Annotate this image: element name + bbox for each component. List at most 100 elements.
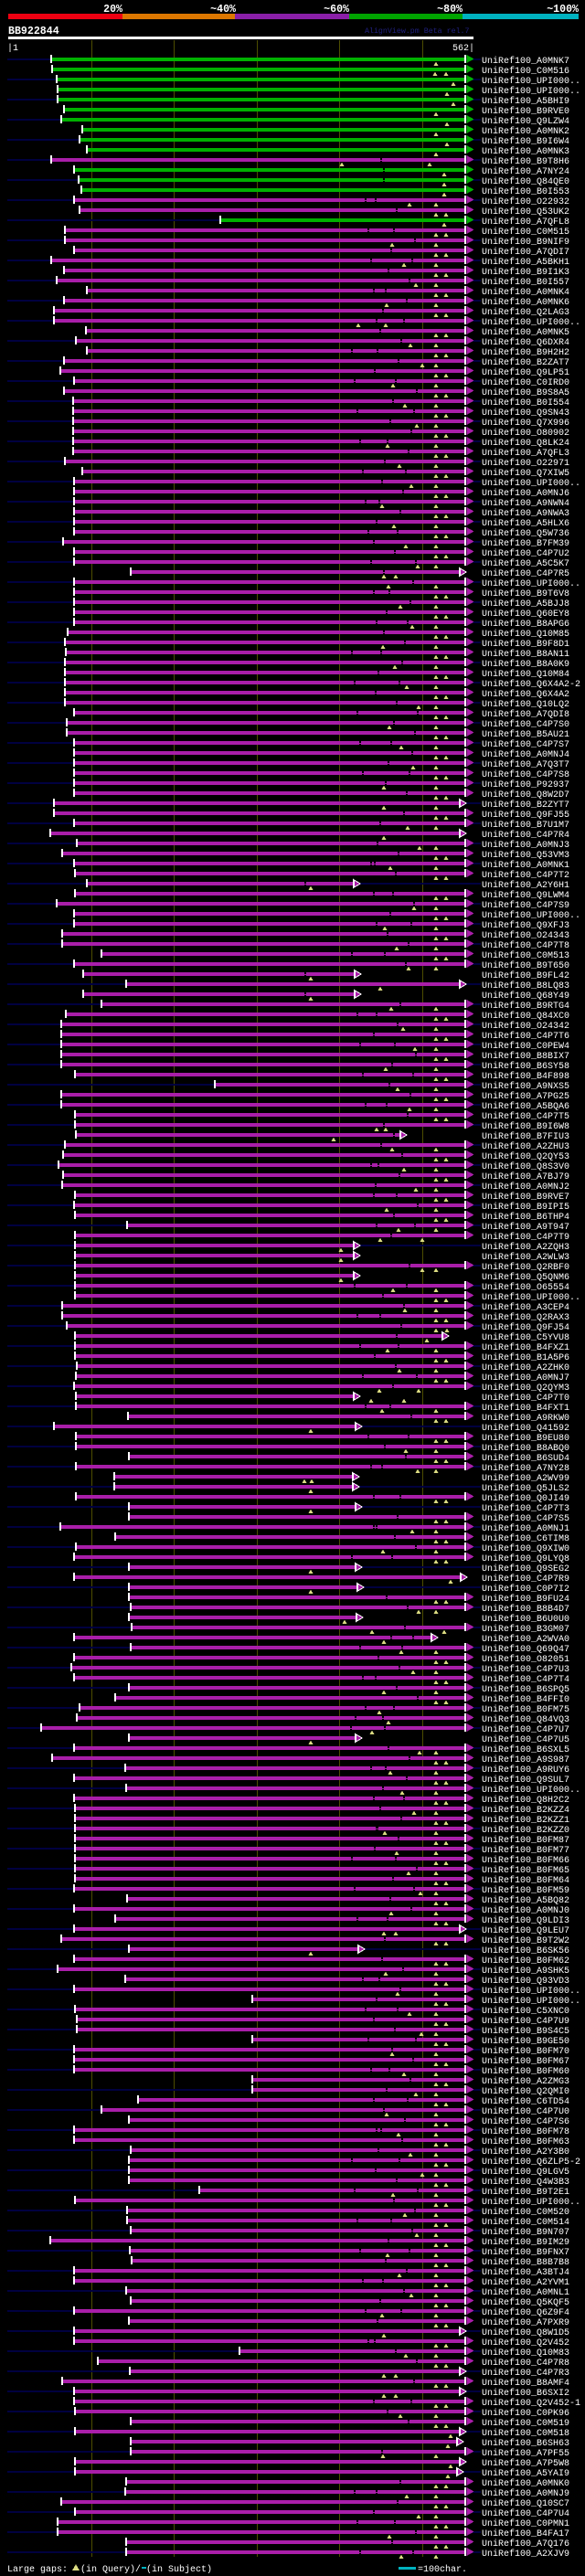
svg-text:UniRef100_B2KZZ1: UniRef100_B2KZZ1 <box>482 1815 569 1826</box>
svg-text:UniRef100_A9NWN4: UniRef100_A9NWN4 <box>482 498 569 509</box>
svg-text:UniRef100_B9IM29: UniRef100_B9IM29 <box>482 2237 569 2248</box>
svg-text:UniRef100_Q9FJ54: UniRef100_Q9FJ54 <box>482 1322 569 1333</box>
svg-text:|1: |1 <box>7 43 18 54</box>
svg-text:UniRef100_C0M513: UniRef100_C0M513 <box>482 950 569 961</box>
svg-text:UniRef100_B0FM66: UniRef100_B0FM66 <box>482 1855 569 1866</box>
svg-text:UniRef100_C0M520: UniRef100_C0M520 <box>482 2207 569 2218</box>
svg-text:UniRef100_C4P7U9: UniRef100_C4P7U9 <box>482 2016 569 2027</box>
svg-text:UniRef100_A7PXR9: UniRef100_A7PXR9 <box>482 2317 569 2328</box>
svg-text:UniRef100_A2ZHU3: UniRef100_A2ZHU3 <box>482 1141 569 1152</box>
svg-text:UniRef100_A0MNJ6: UniRef100_A0MNJ6 <box>482 488 569 499</box>
svg-text:UniRef100_Q9LEU7: UniRef100_Q9LEU7 <box>482 1925 569 1936</box>
svg-text:UniRef100_B6THP4: UniRef100_B6THP4 <box>482 1212 569 1223</box>
svg-text:UniRef100_UPI000..: UniRef100_UPI000.. <box>482 86 580 97</box>
svg-text:UniRef100_Q10M84: UniRef100_Q10M84 <box>482 669 569 680</box>
svg-text:UniRef100_B4FFI0: UniRef100_B4FFI0 <box>482 1694 569 1705</box>
svg-text:UniRef100_B4F898: UniRef100_B4F898 <box>482 1071 569 1082</box>
svg-text:UniRef100_C0PK96: UniRef100_C0PK96 <box>482 2408 569 2419</box>
svg-text:UniRef100_Q10SC7: UniRef100_Q10SC7 <box>482 2498 569 2509</box>
svg-text:UniRef100_O82051: UniRef100_O82051 <box>482 1654 569 1665</box>
svg-text:(in Subject): (in Subject) <box>146 2564 212 2575</box>
svg-text:UniRef100_B0FM77: UniRef100_B0FM77 <box>482 1845 569 1856</box>
svg-text:UniRef100_A0MNJ3: UniRef100_A0MNJ3 <box>482 840 569 851</box>
svg-text:UniRef100_Q9LZW4: UniRef100_Q9LZW4 <box>482 116 569 127</box>
svg-text:UniRef100_B9GE50: UniRef100_B9GE50 <box>482 2036 569 2047</box>
svg-text:UniRef100_C4P7T3: UniRef100_C4P7T3 <box>482 1503 569 1514</box>
svg-text:UniRef100_B9I1K3: UniRef100_B9I1K3 <box>482 267 569 278</box>
svg-text:UniRef100_A7BJ79: UniRef100_A7BJ79 <box>482 1171 569 1182</box>
svg-text:UniRef100_A2Y3B0: UniRef100_A2Y3B0 <box>482 2147 569 2157</box>
svg-text:UniRef100_A7QDI7: UniRef100_A7QDI7 <box>482 247 569 258</box>
svg-text:UniRef100_C6TIM8: UniRef100_C6TIM8 <box>482 1533 569 1544</box>
svg-text:UniRef100_A5BJJ8: UniRef100_A5BJJ8 <box>482 599 569 610</box>
svg-text:UniRef100_Q4W3B3: UniRef100_Q4W3B3 <box>482 2177 569 2188</box>
svg-text:UniRef100_Q9XIW0: UniRef100_Q9XIW0 <box>482 1543 569 1554</box>
svg-text:UniRef100_A7QFL8: UniRef100_A7QFL8 <box>482 217 569 228</box>
svg-text:562|: 562| <box>452 43 474 54</box>
svg-text:UniRef100_B9I6W8: UniRef100_B9I6W8 <box>482 1121 569 1132</box>
svg-text:UniRef100_B0FM62: UniRef100_B0FM62 <box>482 1956 569 1966</box>
svg-text:UniRef100_A5BQA6: UniRef100_A5BQA6 <box>482 1101 569 1112</box>
svg-text:UniRef100_Q8H2C2: UniRef100_Q8H2C2 <box>482 1795 569 1806</box>
svg-text:UniRef100_B8BIX7: UniRef100_B8BIX7 <box>482 1051 569 1062</box>
svg-text:UniRef100_C4P7T8: UniRef100_C4P7T8 <box>482 940 569 951</box>
svg-text:UniRef100_Q2RBF0: UniRef100_Q2RBF0 <box>482 1262 569 1273</box>
svg-text:UniRef100_A2WLW3: UniRef100_A2WLW3 <box>482 1252 569 1263</box>
svg-text:UniRef100_A7QDI8: UniRef100_A7QDI8 <box>482 709 569 720</box>
svg-text:UniRef100_A5BQ82: UniRef100_A5BQ82 <box>482 1895 569 1906</box>
svg-text:UniRef100_A0MNJ1: UniRef100_A0MNJ1 <box>482 1523 569 1534</box>
svg-text:UniRef100_Q2V452: UniRef100_Q2V452 <box>482 2337 569 2348</box>
svg-text:UniRef100_Q9LDI3: UniRef100_Q9LDI3 <box>482 1915 569 1926</box>
svg-text:UniRef100_B6SY58: UniRef100_B6SY58 <box>482 1061 569 1072</box>
svg-text:UniRef100_B8AN11: UniRef100_B8AN11 <box>482 649 569 660</box>
svg-text:UniRef100_A9SHK5: UniRef100_A9SHK5 <box>482 1966 569 1977</box>
svg-text:=100char.: =100char. <box>418 2564 467 2575</box>
svg-text:UniRef100_Q10M85: UniRef100_Q10M85 <box>482 629 569 640</box>
svg-text:UniRef100_A2XJV9: UniRef100_A2XJV9 <box>482 2549 569 2560</box>
svg-text:UniRef100_A9NWA3: UniRef100_A9NWA3 <box>482 508 569 519</box>
svg-text:UniRef100_A9S987: UniRef100_A9S987 <box>482 1754 569 1765</box>
svg-text:UniRef100_C4P7S8: UniRef100_C4P7S8 <box>482 769 569 780</box>
svg-text:UniRef100_B6SH63: UniRef100_B6SH63 <box>482 2438 569 2449</box>
svg-text:UniRef100_O24342: UniRef100_O24342 <box>482 1021 569 1032</box>
svg-text:UniRef100_B1A5P6: UniRef100_B1A5P6 <box>482 1352 569 1363</box>
svg-text:~60%: ~60% <box>324 4 349 16</box>
svg-text:UniRef100_A0MNJ7: UniRef100_A0MNJ7 <box>482 1373 569 1383</box>
svg-text:UniRef100_A2ZQH3: UniRef100_A2ZQH3 <box>482 1242 569 1253</box>
svg-text:UniRef100_Q93VD3: UniRef100_Q93VD3 <box>482 1976 569 1987</box>
svg-text:UniRef100_B4FXZ1: UniRef100_B4FXZ1 <box>482 1342 569 1353</box>
svg-text:(in Query)/: (in Query)/ <box>80 2564 141 2575</box>
svg-text:UniRef100_B9NIF9: UniRef100_B9NIF9 <box>482 237 569 248</box>
svg-text:UniRef100_A7PF55: UniRef100_A7PF55 <box>482 2448 569 2459</box>
svg-text:UniRef100_B8LQ83: UniRef100_B8LQ83 <box>482 981 569 991</box>
svg-text:UniRef100_C0PEW4: UniRef100_C0PEW4 <box>482 1041 569 1052</box>
svg-text:UniRef100_B2ZYT7: UniRef100_B2ZYT7 <box>482 800 569 811</box>
svg-text:UniRef100_UPI000..: UniRef100_UPI000.. <box>482 1292 580 1303</box>
svg-text:UniRef100_UPI000..: UniRef100_UPI000.. <box>482 1996 580 2007</box>
svg-text:UniRef100_A7QFL3: UniRef100_A7QFL3 <box>482 448 569 459</box>
svg-text:UniRef100_B0FM60: UniRef100_B0FM60 <box>482 2066 569 2077</box>
svg-text:UniRef100_B9EU80: UniRef100_B9EU80 <box>482 1433 569 1444</box>
svg-text:UniRef100_Q2QYM3: UniRef100_Q2QYM3 <box>482 1383 569 1394</box>
svg-text:UniRef100_B9RVE0: UniRef100_B9RVE0 <box>482 106 569 117</box>
svg-text:UniRef100_A9RKW0: UniRef100_A9RKW0 <box>482 1413 569 1424</box>
svg-text:UniRef100_O80902: UniRef100_O80902 <box>482 428 569 439</box>
svg-text:UniRef100_UPI000..: UniRef100_UPI000.. <box>482 910 580 921</box>
svg-text:UniRef100_B0FM75: UniRef100_B0FM75 <box>482 1704 569 1715</box>
svg-text:UniRef100_Q8W2D7: UniRef100_Q8W2D7 <box>482 790 569 800</box>
svg-text:UniRef100_A0MNK3: UniRef100_A0MNK3 <box>482 146 569 157</box>
svg-text:UniRef100_Q9LP51: UniRef100_Q9LP51 <box>482 367 569 378</box>
svg-text:UniRef100_B8APG6: UniRef100_B8APG6 <box>482 619 569 630</box>
svg-text:UniRef100_C6TD54: UniRef100_C6TD54 <box>482 2096 569 2107</box>
svg-text:UniRef100_A7NY28: UniRef100_A7NY28 <box>482 1463 569 1474</box>
svg-text:UniRef100_UPI000..: UniRef100_UPI000.. <box>482 2197 580 2208</box>
svg-text:UniRef100_B6SUD4: UniRef100_B6SUD4 <box>482 1453 569 1464</box>
svg-text:UniRef100_B9T6V8: UniRef100_B9T6V8 <box>482 588 569 599</box>
svg-text:UniRef100_Q6ZLP5-2: UniRef100_Q6ZLP5-2 <box>482 2157 580 2168</box>
svg-text:UniRef100_A7Q176: UniRef100_A7Q176 <box>482 2539 569 2549</box>
svg-text:UniRef100_B9T8H6: UniRef100_B9T8H6 <box>482 156 569 167</box>
svg-text:UniRef100_O24343: UniRef100_O24343 <box>482 930 569 941</box>
svg-text:UniRef100_B9S4C5: UniRef100_B9S4C5 <box>482 2026 569 2037</box>
svg-text:UniRef100_Q9SUL7: UniRef100_Q9SUL7 <box>482 1775 569 1786</box>
svg-text:UniRef100_B7U1M7: UniRef100_B7U1M7 <box>482 820 569 831</box>
